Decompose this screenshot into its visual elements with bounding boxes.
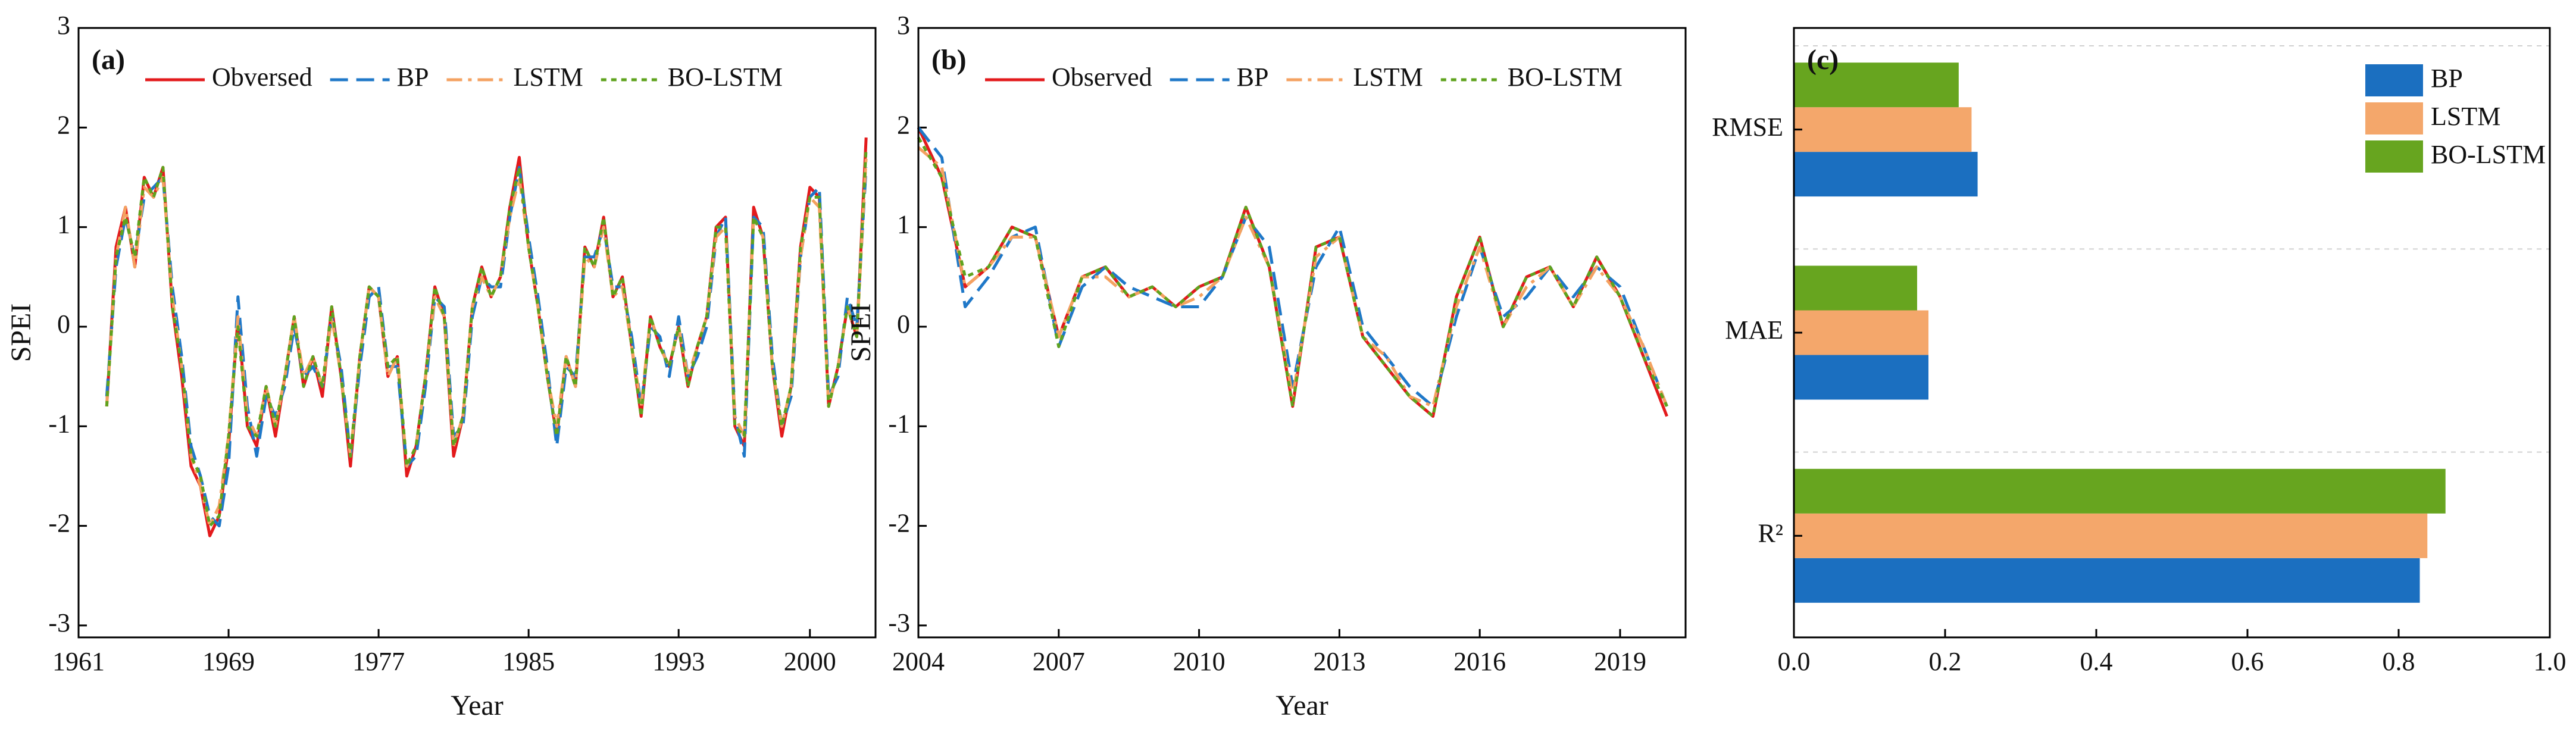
x-tick-label: 1969 — [202, 647, 255, 676]
y-axis-label: SPEI — [845, 304, 877, 362]
bar — [1794, 558, 2420, 603]
y-tick-label: 0 — [897, 309, 910, 339]
x-tick-label: 0.0 — [1778, 647, 1811, 676]
bar — [1794, 310, 1929, 355]
y-tick-label: MAE — [1725, 315, 1783, 345]
plot-frame — [917, 27, 1687, 639]
legend-label: BP — [2431, 64, 2463, 93]
y-tick-label: RMSE — [1712, 112, 1783, 142]
panel-label: (a) — [92, 44, 125, 76]
x-tick-label: 0.4 — [2080, 647, 2113, 676]
legend-label: Obversed — [212, 62, 312, 92]
bar — [1794, 152, 1978, 197]
legend-label: BO-LSTM — [1508, 62, 1622, 92]
legend-label: BO-LSTM — [2431, 140, 2546, 169]
x-tick-label: 0.8 — [2383, 647, 2415, 676]
series-line — [917, 136, 1668, 418]
y-tick-label: -3 — [48, 608, 70, 637]
legend-label: BO-LSTM — [668, 62, 783, 92]
series-line — [105, 137, 868, 537]
legend-swatch — [2365, 140, 2423, 173]
legend-label: BP — [397, 62, 429, 92]
panel-label: (c) — [1807, 44, 1839, 76]
y-tick-label: -1 — [48, 409, 70, 438]
y-tick-label: R² — [1758, 518, 1783, 548]
y-tick-label: 1 — [57, 210, 70, 239]
x-axis-label: Year — [451, 690, 503, 721]
legend-swatch — [2365, 102, 2423, 134]
x-tick-label: 2000 — [784, 647, 836, 676]
x-tick-label: 1985 — [502, 647, 555, 676]
panel-label: (b) — [931, 44, 967, 76]
legend-label: LSTM — [2431, 102, 2500, 131]
plot-frame — [1793, 27, 2551, 639]
y-tick-label: 1 — [897, 210, 910, 239]
x-tick-label: 1.0 — [2534, 647, 2566, 676]
plot-frame — [77, 27, 877, 639]
x-axis-label: Year — [1276, 690, 1328, 721]
x-tick-label: 1961 — [52, 647, 105, 676]
legend-label: LSTM — [513, 62, 583, 92]
series-line — [105, 165, 868, 528]
legend-swatch — [2365, 64, 2423, 96]
y-tick-label: 3 — [897, 11, 910, 40]
legend-label: LSTM — [1353, 62, 1423, 92]
y-tick-label: 2 — [57, 110, 70, 139]
y-tick-label: 2 — [897, 110, 910, 139]
x-tick-label: 2010 — [1173, 647, 1226, 676]
y-axis-label: SPEI — [5, 304, 37, 362]
y-tick-label: 3 — [57, 11, 70, 40]
y-tick-label: -2 — [888, 509, 910, 538]
x-tick-label: 2007 — [1033, 647, 1085, 676]
x-tick-label: 0.2 — [1929, 647, 1962, 676]
x-tick-label: 2019 — [1594, 647, 1646, 676]
series-line — [917, 127, 1668, 418]
bar — [1794, 468, 2446, 514]
x-tick-label: 1977 — [352, 647, 405, 676]
x-tick-label: 2013 — [1313, 647, 1365, 676]
x-tick-label: 1993 — [652, 647, 705, 676]
y-tick-label: -3 — [888, 608, 910, 637]
legend-label: BP — [1237, 62, 1269, 92]
bar — [1794, 355, 1929, 400]
series-line — [917, 126, 1668, 408]
bar — [1794, 62, 1959, 108]
y-tick-label: -1 — [888, 409, 910, 438]
series-line — [105, 147, 868, 528]
bar — [1794, 107, 1972, 152]
x-tick-label: 0.6 — [2231, 647, 2264, 676]
y-tick-label: -2 — [48, 509, 70, 538]
bar — [1794, 265, 1918, 311]
bar — [1794, 513, 2428, 558]
y-tick-label: 0 — [57, 309, 70, 339]
legend-label: Observed — [1052, 62, 1152, 92]
x-tick-label: 2016 — [1453, 647, 1506, 676]
x-tick-label: 2004 — [892, 647, 945, 676]
